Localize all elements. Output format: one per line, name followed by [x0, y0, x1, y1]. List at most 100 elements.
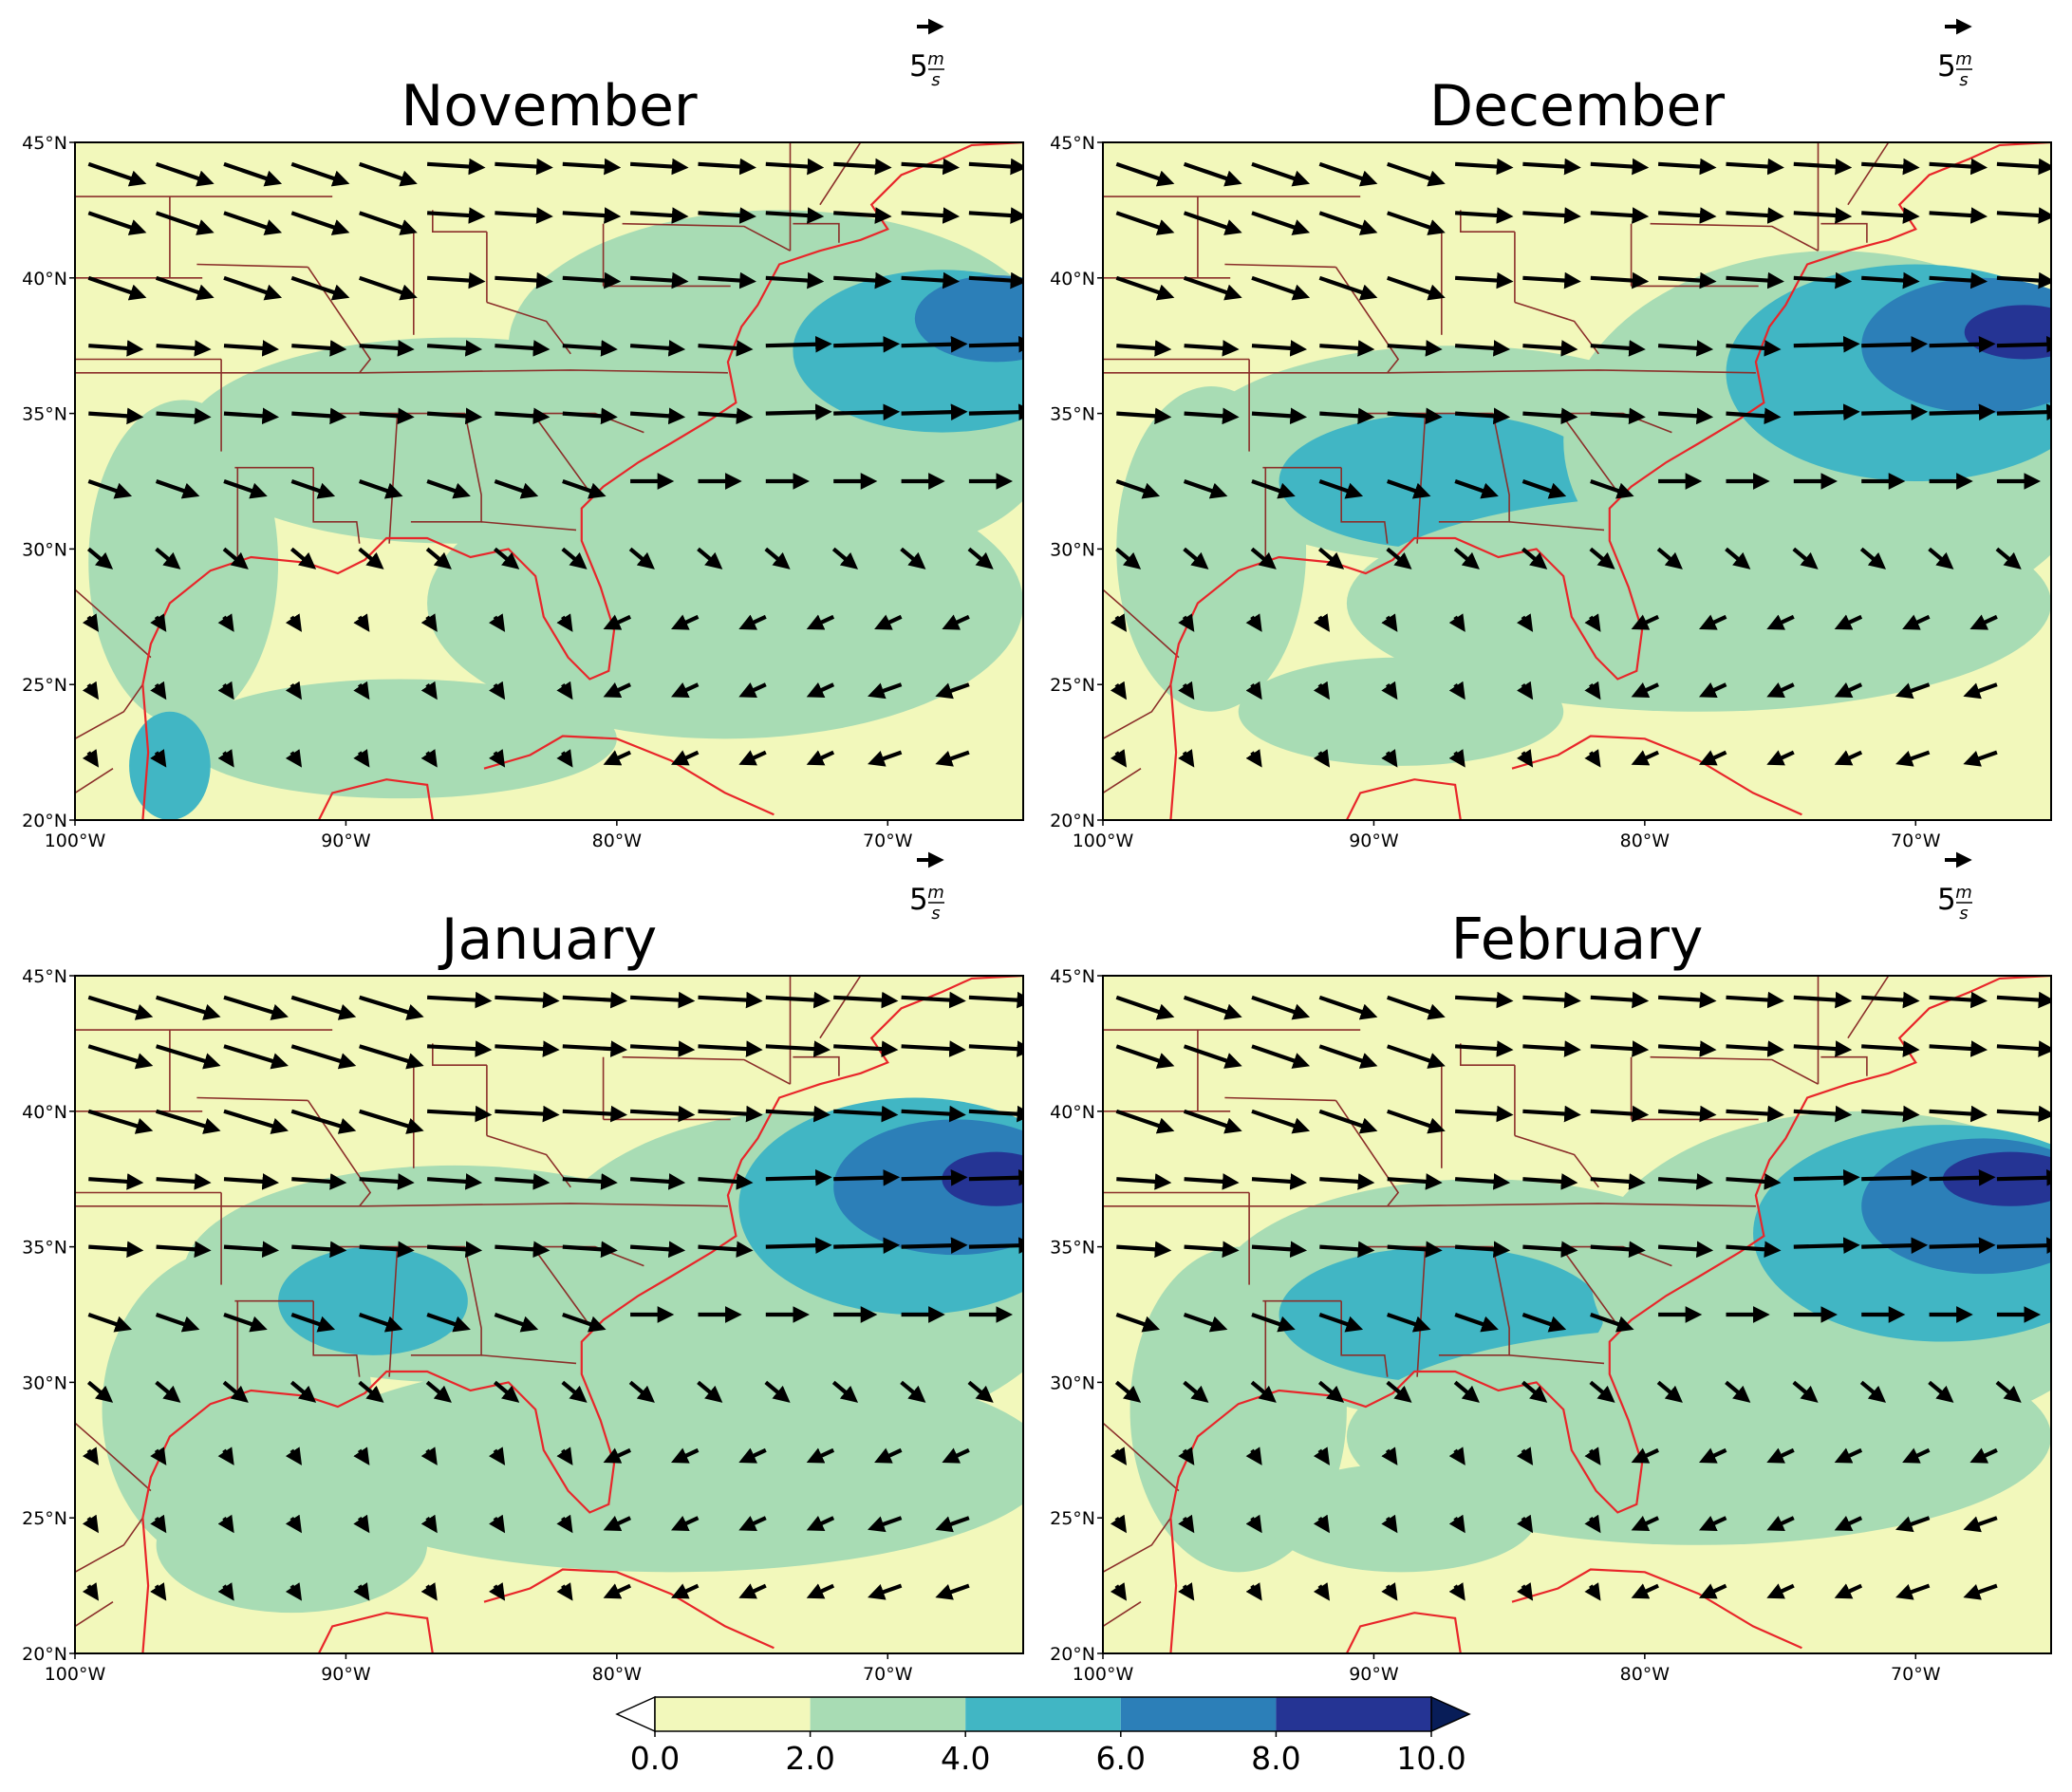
- wind-vector: [1184, 1173, 1240, 1190]
- wind-vector: [1318, 995, 1378, 1020]
- state-boundary: [1438, 413, 1510, 523]
- reference-vector: 5 ms: [909, 851, 944, 924]
- wind-vector: [942, 614, 970, 630]
- wind-vector: [1454, 991, 1514, 1009]
- state-boundary: [486, 1134, 571, 1188]
- wind-vector: [1590, 340, 1646, 357]
- wind-vector: [1698, 1515, 1727, 1531]
- wind-vector: [223, 1313, 268, 1333]
- panel-frame: [1102, 141, 2052, 821]
- wind-vector: [290, 1313, 336, 1333]
- wind-vector: [1657, 1241, 1714, 1259]
- wind-vector: [150, 749, 167, 768]
- wind-vector: [353, 1582, 370, 1601]
- wind-vector: [1251, 407, 1308, 425]
- lon-tick-label: 100°W: [45, 1664, 106, 1685]
- wind-vector: [1590, 1313, 1634, 1333]
- wind-vector: [833, 991, 899, 1009]
- wind-vector: [495, 1040, 560, 1057]
- lon-tick-label: 80°W: [1620, 831, 1671, 851]
- wind-vector: [82, 1582, 100, 1601]
- state-boundary: [486, 301, 571, 355]
- state-boundary: [75, 768, 114, 794]
- wind-vector: [82, 1447, 100, 1465]
- wind-vector: [420, 749, 438, 768]
- lon-tick-label: 70°W: [1891, 1664, 1941, 1685]
- wind-vector: [765, 271, 825, 289]
- wind-vector: [150, 1447, 167, 1465]
- wind-vector: [765, 158, 825, 176]
- wind-vector: [562, 158, 622, 176]
- wind-vector: [1766, 750, 1795, 766]
- coastline: [141, 976, 1023, 1653]
- wind-vector: [150, 1514, 167, 1534]
- state-boundary: [1103, 1517, 1172, 1573]
- wind-vector: [1834, 750, 1863, 766]
- wind-vector: [1110, 1582, 1128, 1601]
- wind-vector: [1178, 1447, 1195, 1465]
- panel-title: February: [1451, 906, 1704, 973]
- wind-vector: [1522, 1241, 1578, 1259]
- wind-vector: [1657, 1105, 1717, 1123]
- wind-vector: [1861, 1040, 1920, 1057]
- wind-vector: [1245, 749, 1262, 768]
- state-boundary: [1650, 222, 1819, 252]
- wind-vector: [1929, 335, 1996, 353]
- wind-vector: [291, 1241, 347, 1259]
- wind-vector: [1793, 1237, 1860, 1255]
- wind-vector: [562, 207, 622, 224]
- wind-vector: [1178, 613, 1195, 632]
- wind-vector: [968, 335, 1023, 353]
- wind-vector: [1387, 479, 1431, 499]
- wind-vector: [765, 207, 825, 224]
- lon-tick-label: 100°W: [1073, 831, 1134, 851]
- wind-vector: [1522, 1173, 1578, 1190]
- wind-vector: [1725, 1380, 1751, 1403]
- wind-vector: [670, 614, 700, 630]
- wind-vector: [868, 1583, 903, 1600]
- lon-tick-label: 80°W: [592, 1664, 643, 1685]
- lon-tick-label: 100°W: [45, 831, 106, 851]
- wind-vector: [698, 207, 756, 224]
- lat-tick-label: 30°N: [22, 1372, 67, 1393]
- lat-tick-label: 40°N: [22, 269, 67, 289]
- state-boundary: [221, 369, 728, 374]
- wind-vector: [1516, 681, 1534, 700]
- wind-vector: [698, 158, 756, 176]
- wind-vector: [88, 407, 144, 425]
- wind-vector: [1766, 1515, 1795, 1531]
- wind-vector: [1381, 1447, 1398, 1465]
- wind-vector: [1834, 614, 1863, 630]
- wind-vector: [1183, 161, 1242, 187]
- wind-vector: [670, 1583, 700, 1599]
- wind-vector: [603, 681, 631, 698]
- wind-vector: [488, 1582, 506, 1601]
- wind-vector: [285, 749, 303, 768]
- wind-vector: [1387, 211, 1446, 235]
- lon-tick-label: 90°W: [321, 831, 371, 851]
- wind-vector: [806, 681, 835, 698]
- wind-vector: [833, 207, 892, 224]
- wind-vector: [155, 161, 215, 187]
- wind-vector: [1387, 275, 1446, 301]
- reference-unit-num: m: [1955, 883, 1972, 903]
- wind-vector: [1793, 207, 1853, 224]
- colorbar-tick-label: 8.0: [1251, 1740, 1300, 1777]
- wind-vector: [1245, 1514, 1262, 1534]
- wind-vector: [1521, 1380, 1548, 1403]
- wind-vector: [359, 407, 415, 425]
- reference-unit-num: m: [1955, 49, 1972, 69]
- wind-vector: [1313, 1514, 1331, 1534]
- wind-vector: [697, 1380, 723, 1403]
- wind-vector: [698, 340, 754, 357]
- wind-vector: [1184, 407, 1240, 425]
- lat-tick-label: 30°N: [22, 539, 67, 560]
- wind-vector: [1110, 749, 1128, 768]
- wind-vector: [1387, 407, 1443, 425]
- wind-vector: [1793, 158, 1853, 176]
- intensity-region: [291, 1354, 1023, 1573]
- wind-vector: [968, 271, 1023, 289]
- wind-vector: [1386, 547, 1412, 569]
